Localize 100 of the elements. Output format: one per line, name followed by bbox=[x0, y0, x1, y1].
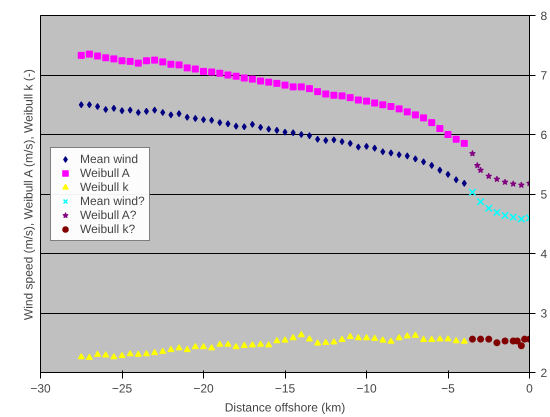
point bbox=[476, 198, 485, 206]
point bbox=[208, 68, 216, 76]
point bbox=[484, 204, 493, 212]
x-axis-title: Distance offshore (km) bbox=[224, 400, 346, 414]
point bbox=[265, 78, 272, 86]
point bbox=[315, 136, 320, 143]
point bbox=[94, 350, 102, 357]
point bbox=[290, 83, 297, 90]
point bbox=[340, 138, 345, 146]
y-tick-label: 5 bbox=[540, 188, 548, 202]
point bbox=[102, 54, 110, 62]
point bbox=[428, 336, 436, 342]
point bbox=[176, 61, 183, 68]
point bbox=[474, 162, 481, 168]
point bbox=[428, 119, 436, 126]
point bbox=[306, 85, 313, 92]
point bbox=[330, 338, 338, 344]
point bbox=[192, 342, 199, 350]
point bbox=[468, 336, 476, 343]
x-tick-label: −25 bbox=[112, 382, 133, 396]
point bbox=[86, 354, 93, 360]
point bbox=[444, 335, 452, 342]
x-tick-label: −20 bbox=[193, 382, 214, 396]
y-tick-label: 8 bbox=[540, 9, 548, 23]
point bbox=[142, 350, 150, 356]
legend-label: Mean wind bbox=[80, 152, 138, 166]
point bbox=[468, 188, 476, 196]
point bbox=[348, 140, 353, 147]
point bbox=[477, 166, 484, 174]
point bbox=[380, 148, 386, 156]
point bbox=[217, 119, 222, 126]
point bbox=[452, 337, 460, 344]
point bbox=[240, 342, 248, 348]
point bbox=[404, 152, 410, 160]
point bbox=[290, 129, 296, 136]
point bbox=[282, 336, 288, 343]
point bbox=[151, 348, 158, 356]
point bbox=[266, 126, 272, 133]
point bbox=[224, 72, 232, 78]
point bbox=[144, 108, 149, 115]
point bbox=[126, 58, 134, 65]
point bbox=[420, 114, 428, 122]
point bbox=[510, 180, 517, 187]
point bbox=[290, 334, 297, 340]
point bbox=[404, 332, 411, 338]
point bbox=[78, 353, 85, 360]
point bbox=[200, 342, 207, 350]
point bbox=[167, 60, 174, 68]
point bbox=[460, 140, 468, 147]
point bbox=[86, 50, 93, 58]
point bbox=[258, 124, 264, 131]
point bbox=[250, 120, 255, 128]
point bbox=[420, 336, 428, 342]
point bbox=[184, 64, 191, 72]
point bbox=[494, 176, 500, 182]
point bbox=[168, 111, 174, 118]
point bbox=[454, 176, 459, 184]
point bbox=[518, 182, 525, 188]
point bbox=[437, 166, 442, 174]
legend-label: Mean wind? bbox=[80, 194, 145, 208]
point bbox=[444, 131, 452, 138]
point bbox=[298, 131, 304, 138]
point bbox=[493, 339, 500, 346]
point bbox=[209, 116, 214, 124]
point bbox=[184, 114, 190, 121]
point bbox=[322, 338, 330, 345]
point bbox=[118, 352, 126, 358]
point bbox=[282, 82, 288, 89]
point bbox=[248, 76, 256, 83]
point bbox=[273, 337, 280, 344]
point bbox=[306, 335, 313, 342]
y-tick-label: 7 bbox=[540, 68, 548, 82]
x-tick-label: −5 bbox=[441, 382, 456, 396]
point bbox=[371, 334, 378, 341]
point bbox=[242, 123, 247, 130]
point bbox=[248, 341, 256, 348]
point bbox=[346, 94, 354, 102]
point bbox=[103, 106, 108, 114]
point bbox=[257, 340, 264, 347]
point bbox=[240, 74, 248, 82]
point bbox=[118, 57, 126, 64]
point bbox=[502, 178, 508, 186]
x-tick-label: −15 bbox=[274, 382, 296, 396]
point bbox=[460, 338, 468, 344]
y-tick-label: 3 bbox=[540, 306, 548, 320]
point bbox=[371, 99, 378, 106]
y-tick-label: 4 bbox=[540, 247, 548, 261]
point bbox=[356, 143, 361, 150]
point bbox=[372, 144, 378, 152]
point bbox=[379, 336, 386, 343]
point bbox=[160, 108, 166, 116]
point bbox=[387, 338, 394, 344]
point bbox=[110, 55, 118, 62]
point bbox=[142, 57, 150, 64]
point bbox=[176, 110, 182, 118]
point bbox=[200, 68, 207, 75]
point bbox=[354, 334, 362, 340]
point bbox=[338, 92, 346, 100]
point bbox=[78, 101, 84, 108]
point bbox=[192, 66, 199, 73]
